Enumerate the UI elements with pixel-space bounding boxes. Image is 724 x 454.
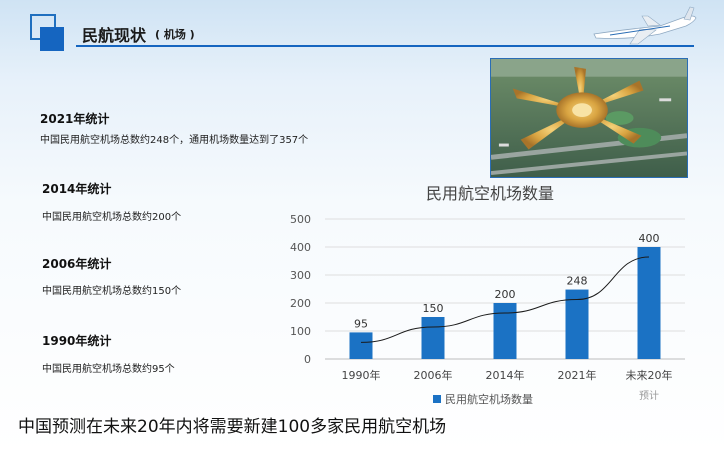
bar-0: [349, 332, 373, 359]
trend-line: [360, 256, 650, 343]
airport-photo: [490, 58, 688, 178]
bar-1: [421, 317, 445, 359]
stat-heading-2006: 2006年统计: [42, 257, 112, 271]
chart-legend: 民用航空机场数量: [433, 392, 533, 406]
x-tick-label: 未来20年: [626, 368, 673, 382]
header-divider: [76, 45, 694, 47]
legend-label: 民用航空机场数量: [445, 392, 533, 406]
footer-text: 中国预测在未来20年内将需要新建100多家民用航空机场: [18, 417, 447, 437]
y-tick-label: 300: [290, 269, 311, 282]
y-tick-label: 200: [290, 297, 311, 310]
y-tick-label: 400: [290, 241, 311, 254]
chart-y-ticks: 0 100 200 300 400 500: [290, 213, 311, 366]
y-tick-label: 500: [290, 213, 311, 226]
data-label: 150: [423, 302, 444, 315]
stat-text-2021: 中国民用航空机场总数约248个，通用机场数量达到了357个: [40, 135, 309, 146]
bar-4: [637, 247, 661, 359]
stat-heading-1990: 1990年统计: [42, 334, 112, 348]
page-title: 民航现状: [82, 26, 147, 45]
stat-text-2014: 中国民用航空机场总数约200个: [42, 212, 182, 223]
x-tick-label: 1990年: [342, 368, 381, 382]
legend-swatch: [433, 395, 441, 403]
airplane-icon: [593, 6, 697, 45]
x-tick-note: 预计: [639, 389, 659, 402]
y-tick-label: 0: [304, 353, 311, 366]
chart-trendline: [360, 256, 650, 343]
x-tick-label: 2021年: [558, 368, 597, 382]
stat-text-1990: 中国民用航空机场总数约95个: [42, 364, 175, 375]
data-label: 95: [354, 317, 368, 330]
chart-bars: [349, 247, 661, 359]
x-tick-label: 2006年: [414, 368, 453, 382]
data-label: 248: [567, 275, 588, 288]
chart-data-labels: 95 150 200 248 400: [354, 232, 660, 330]
stat-heading-2021: 2021年统计: [40, 112, 110, 126]
data-label: 200: [495, 288, 516, 301]
y-tick-label: 100: [290, 325, 311, 338]
header-square-fill: [40, 27, 64, 51]
chart-title: 民用航空机场数量: [426, 184, 554, 203]
stat-text-2006: 中国民用航空机场总数约150个: [42, 286, 182, 297]
x-tick-label: 2014年: [486, 368, 525, 382]
airport-count-chart: 民用航空机场数量 0 100 200 300 400 500 95 150 200 248 400…: [290, 184, 685, 406]
bar-2: [493, 303, 517, 359]
stat-heading-2014: 2014年统计: [42, 182, 112, 196]
page-subtitle: ( 机场 ): [155, 28, 195, 41]
data-label: 400: [639, 232, 660, 245]
bar-3: [565, 289, 589, 359]
